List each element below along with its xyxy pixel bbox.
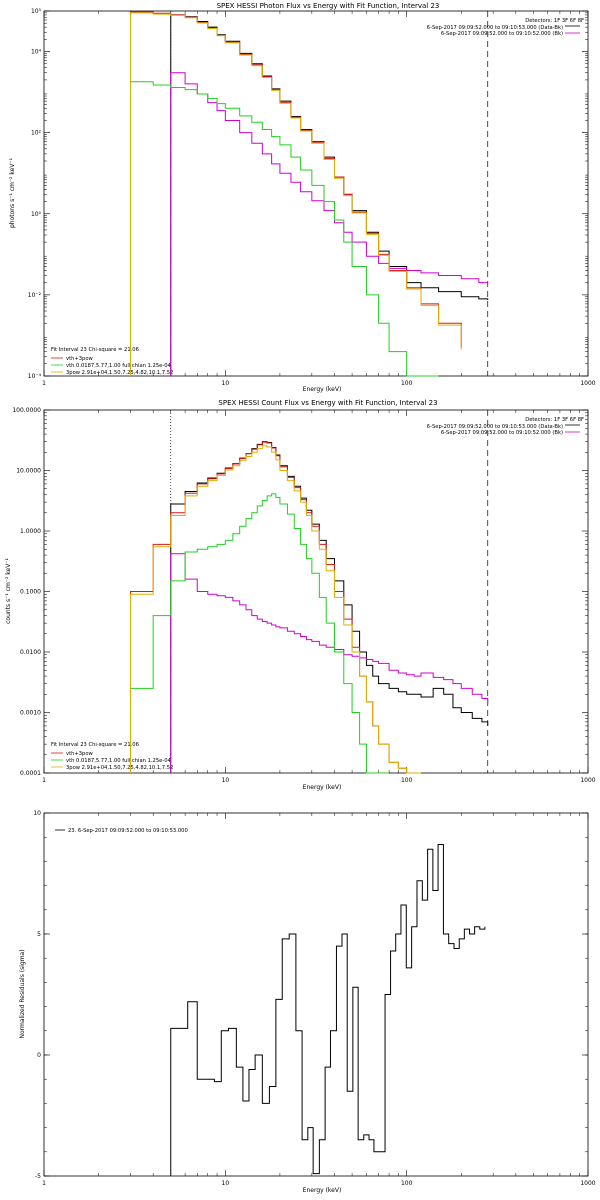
x-tick-label: 10 <box>222 777 230 784</box>
y-axis-label: photons s⁻¹ cm⁻² keV⁻¹ <box>9 157 16 228</box>
legend-3pow-text: 3pow 2.91e+04,1.50,7.25,4.82,10.1,7.52 <box>66 370 173 376</box>
series-line <box>130 493 390 774</box>
x-axis-label: Energy (keV) <box>303 386 342 393</box>
legend-vth-text: vth 0.0187,5.77,1.00 full chian 1.25e-04 <box>66 363 171 369</box>
y-tick-label: 0.1000 <box>20 589 41 596</box>
panel-residuals: 23. 6-Sep-2017 09:09:52.000 to 09:10:53.… <box>19 810 596 1194</box>
series-group <box>130 441 489 774</box>
x-tick-label: 1 <box>42 380 46 387</box>
x-tick-label: 1000 <box>580 777 595 784</box>
y-tick-label: 10 <box>33 810 41 817</box>
y-tick-label: 0.0001 <box>20 770 41 777</box>
fit-text: Fit Interval 23 Chi-square = 21.06 <box>51 347 139 353</box>
y-axis-label: Normalized Residuals (sigma) <box>19 949 26 1038</box>
x-tick-label: 1 <box>42 777 46 784</box>
axis-ticks: 1 10 100 1000 -5 0 5 10 <box>33 810 595 1187</box>
y-tick-label: 10.0000 <box>16 468 41 475</box>
panel-count-flux: SPEX HESSI Count Flux vs Energy with Fit… <box>5 399 596 791</box>
detector-text: Detectors: 1F 3F 6F 8F <box>525 18 584 24</box>
series-line <box>130 81 439 377</box>
series-group <box>130 11 489 377</box>
plot-frame <box>43 812 589 1177</box>
y-tick-label: 10⁴ <box>31 49 42 56</box>
x-tick-label: 1000 <box>580 380 595 387</box>
y-tick-label: 10⁻⁴ <box>28 373 42 380</box>
y-axis-label: counts s⁻¹ cm⁻² keV⁻¹ <box>5 558 12 624</box>
x-tick-label: 100 <box>401 777 413 784</box>
series-line <box>130 12 462 376</box>
x-tick-label: 10 <box>222 380 230 387</box>
y-tick-label: 1.0000 <box>20 528 41 535</box>
y-tick-label: 0.0010 <box>20 710 41 717</box>
x-tick-label: 100 <box>401 1180 413 1187</box>
series-line <box>170 553 489 773</box>
time-label-data: 6-Sep-2017 09:09:52.000 to 09:10:53.000 … <box>427 25 563 31</box>
time-label-bk: 6-Sep-2017 09:09:52.000 to 09:10:52.000 … <box>441 430 563 436</box>
y-tick-label: 10² <box>31 130 42 137</box>
x-tick-label: 100 <box>401 380 413 387</box>
panel-photon-flux: SPEX HESSI Photon Flux vs Energy with Fi… <box>9 2 596 393</box>
legend-vth3pow-text: vth+3pow <box>66 356 94 362</box>
plot-frame <box>43 10 589 377</box>
x-tick-label: 10 <box>222 1180 230 1187</box>
series-group <box>170 843 486 1176</box>
x-tick-label: 1 <box>42 1180 46 1187</box>
y-tick-label: 10⁰ <box>31 211 42 218</box>
legend-text: 23. 6-Sep-2017 09:09:52.000 to 09:10:53.… <box>68 828 188 834</box>
series-line <box>170 72 489 376</box>
y-tick-label: 5 <box>37 931 41 938</box>
series-line <box>130 445 422 774</box>
legend-vth-text: vth 0.0187,5.77,1.00 full chian 1.25e-04 <box>66 758 171 764</box>
y-tick-label: -5 <box>35 1173 41 1180</box>
y-tick-label: 0 <box>37 1052 41 1059</box>
panel-title: SPEX HESSI Count Flux vs Energy with Fit… <box>218 399 437 407</box>
time-label-bk: 6-Sep-2017 09:09:52.000 to 09:10:52.000 … <box>441 31 563 37</box>
y-tick-label: 10⁵ <box>31 8 42 15</box>
x-tick-label: 1000 <box>580 1180 595 1187</box>
legend-vth3pow-text: vth+3pow <box>66 751 94 757</box>
y-tick-label: 10⁻² <box>28 292 42 299</box>
y-tick-label: 0.0100 <box>20 649 41 656</box>
fit-text: Fit Interval 23 Chi-square = 21.06 <box>51 742 139 748</box>
x-axis-label: Energy (keV) <box>303 1187 342 1194</box>
y-tick-label: 100.0000 <box>12 407 41 414</box>
panel-title: SPEX HESSI Photon Flux vs Energy with Fi… <box>217 2 440 10</box>
detector-text: Detectors: 1F 3F 6F 8F <box>525 417 584 423</box>
series-line <box>170 843 486 1176</box>
x-axis-label: Energy (keV) <box>303 784 342 791</box>
time-label-data: 6-Sep-2017 09:09:52.000 to 09:10:53.000 … <box>427 424 563 430</box>
legend-3pow-text: 3pow 2.91e+04,1.50,7.25,4.82,10.1,7.52 <box>66 765 173 771</box>
